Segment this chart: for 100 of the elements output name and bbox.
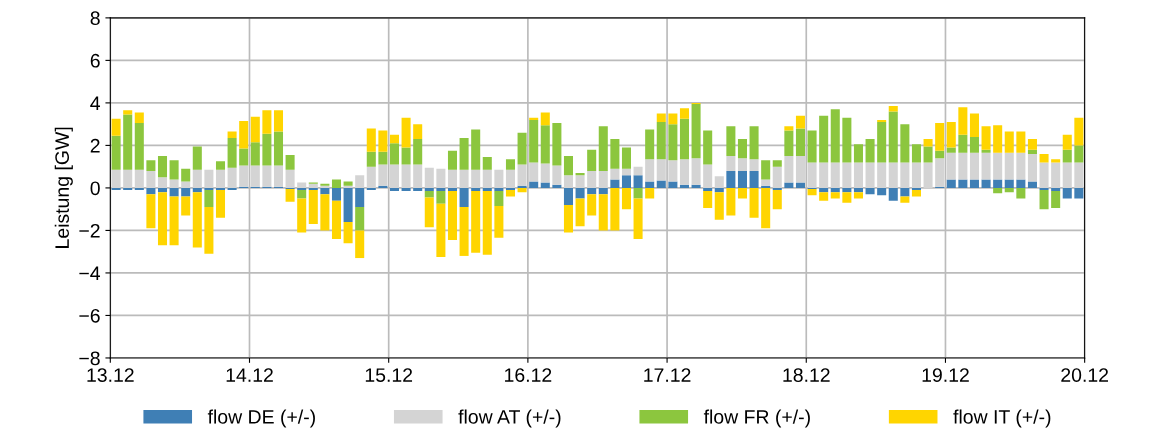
bar bbox=[981, 126, 991, 150]
bar bbox=[656, 159, 666, 181]
bar bbox=[111, 135, 121, 170]
bar bbox=[610, 179, 620, 188]
bar bbox=[482, 187, 492, 192]
y-tick-label: 4 bbox=[90, 96, 101, 110]
bar bbox=[958, 107, 968, 135]
bar bbox=[157, 156, 168, 178]
bar bbox=[981, 149, 991, 153]
bar bbox=[389, 187, 400, 192]
bar bbox=[355, 207, 365, 231]
x-tick-label: 17.12 bbox=[644, 368, 691, 382]
bar bbox=[598, 170, 608, 188]
bar bbox=[888, 162, 898, 188]
bar bbox=[621, 168, 631, 176]
bar bbox=[308, 183, 318, 188]
bar bbox=[389, 134, 400, 144]
bar bbox=[436, 187, 446, 192]
bar bbox=[911, 190, 921, 197]
bar bbox=[807, 130, 817, 163]
bar bbox=[1016, 187, 1026, 199]
bar bbox=[331, 200, 342, 239]
bar bbox=[239, 148, 249, 166]
bar bbox=[482, 169, 492, 188]
bar bbox=[784, 156, 794, 183]
bar bbox=[389, 143, 400, 165]
bar bbox=[529, 162, 539, 182]
bar bbox=[830, 162, 840, 188]
bar bbox=[923, 162, 933, 188]
bar bbox=[320, 187, 330, 195]
bar bbox=[1016, 131, 1026, 153]
bar bbox=[204, 190, 214, 208]
bar bbox=[181, 181, 191, 188]
bar bbox=[529, 119, 539, 163]
bar bbox=[1027, 149, 1037, 154]
bar bbox=[308, 190, 318, 225]
bar bbox=[575, 175, 585, 188]
bar bbox=[540, 112, 550, 126]
legend-label: flow AT (+/-) bbox=[458, 409, 561, 428]
bar bbox=[645, 159, 655, 182]
bar bbox=[447, 169, 458, 188]
bar bbox=[819, 162, 829, 188]
bar bbox=[471, 191, 481, 253]
bar bbox=[761, 185, 771, 188]
bar bbox=[888, 111, 898, 163]
bar bbox=[737, 170, 747, 188]
bar bbox=[239, 165, 249, 187]
bar bbox=[935, 123, 945, 151]
bar bbox=[447, 150, 458, 170]
bar bbox=[610, 187, 620, 231]
bar bbox=[865, 187, 875, 195]
bar bbox=[830, 192, 840, 199]
bar bbox=[366, 166, 376, 188]
bar bbox=[621, 147, 631, 169]
bar bbox=[946, 152, 956, 180]
bar bbox=[679, 118, 689, 160]
bar bbox=[123, 114, 133, 170]
bar bbox=[227, 137, 237, 168]
bar bbox=[737, 187, 747, 199]
bar bbox=[1051, 191, 1061, 209]
bar bbox=[842, 117, 852, 163]
y-tick-label: −6 bbox=[79, 308, 100, 323]
bar bbox=[610, 139, 620, 169]
bar bbox=[250, 165, 260, 187]
bar bbox=[111, 118, 121, 136]
bar bbox=[807, 188, 817, 196]
bar bbox=[726, 156, 736, 171]
legend-label: flow DE (+/-) bbox=[207, 409, 315, 428]
bar bbox=[645, 187, 655, 199]
bar bbox=[923, 146, 933, 163]
bar bbox=[343, 185, 353, 188]
bar bbox=[285, 188, 295, 202]
bar bbox=[703, 130, 713, 165]
bar bbox=[111, 187, 121, 191]
bar bbox=[784, 182, 794, 188]
bar bbox=[169, 160, 179, 180]
x-tick-label: 20.12 bbox=[1061, 368, 1109, 382]
bar bbox=[633, 166, 643, 176]
bar bbox=[204, 187, 214, 191]
bar bbox=[552, 123, 562, 166]
bar bbox=[888, 187, 898, 201]
bar bbox=[517, 185, 527, 188]
bar bbox=[1062, 134, 1072, 150]
bar bbox=[494, 205, 504, 238]
bar bbox=[853, 144, 863, 163]
bar bbox=[389, 164, 400, 188]
bar bbox=[192, 192, 202, 248]
bar bbox=[575, 187, 585, 199]
bar bbox=[923, 139, 933, 147]
bar bbox=[946, 147, 956, 153]
bar bbox=[969, 136, 979, 153]
bar bbox=[668, 113, 678, 125]
bar bbox=[714, 192, 724, 220]
bar bbox=[204, 169, 214, 188]
bar bbox=[911, 162, 921, 188]
bar bbox=[946, 122, 956, 148]
bar bbox=[529, 117, 539, 120]
bar bbox=[123, 187, 133, 191]
bar bbox=[819, 115, 829, 163]
bar bbox=[969, 113, 979, 137]
